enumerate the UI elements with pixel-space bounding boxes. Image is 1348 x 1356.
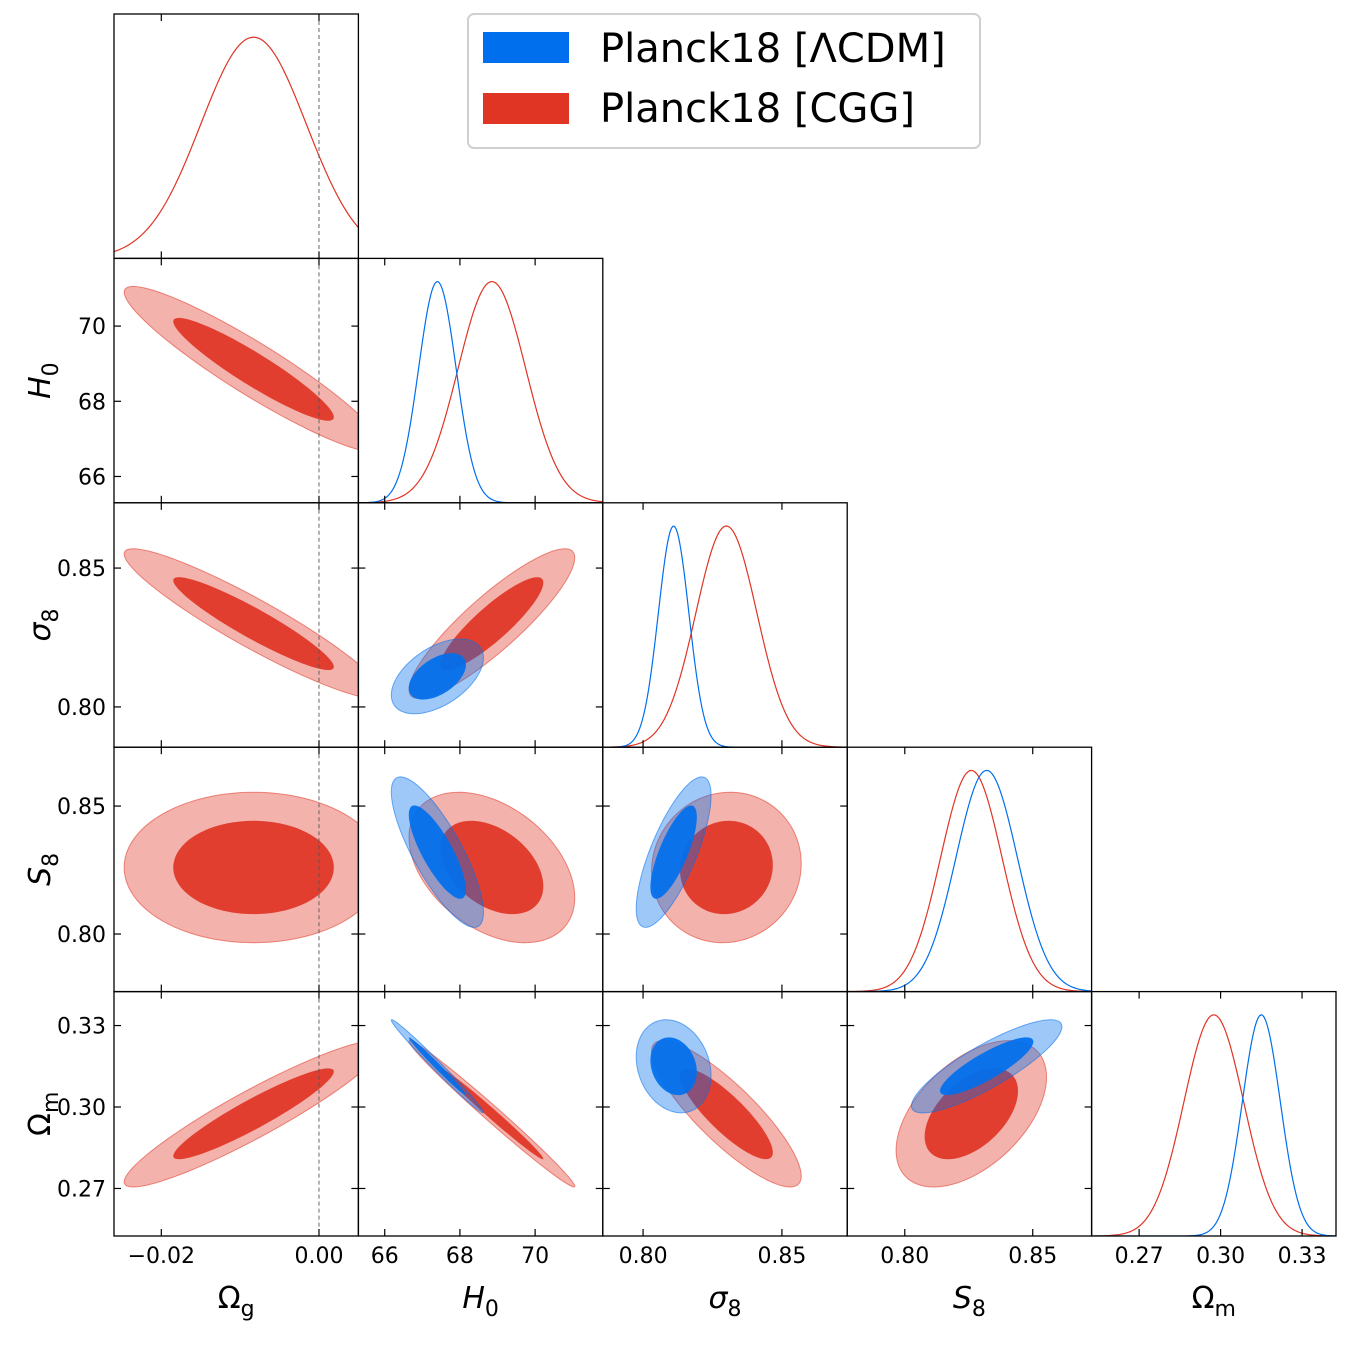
contour-68-cgg-h0-og	[173, 317, 334, 421]
panel-frame	[357, 257, 604, 504]
marginal-curve-S8-cgg	[847, 769, 1092, 992]
contour-68-lcdm-om-h0	[408, 1037, 466, 1096]
y-tick-label-h0: 68	[78, 390, 106, 415]
marginal-curve-s8-lcdm	[602, 525, 848, 748]
panel-og-og	[113, 13, 360, 260]
y-tick-label-S8: 0.80	[57, 923, 106, 948]
x-tick-label-s8: 0.80	[619, 1244, 668, 1269]
x-tick-label-S8: 0.80	[880, 1244, 929, 1269]
y-tick-label-om: 0.30	[57, 1096, 106, 1121]
marginal-curve-og-cgg	[114, 36, 359, 253]
legend: Planck18 [ΛCDM] Planck18 [CGG]	[467, 13, 981, 149]
x-axis-label-s8: σ8	[708, 1281, 741, 1322]
marginal-curve-S8-lcdm	[847, 769, 1092, 992]
panel-S8-og: 0.80 0.85	[57, 746, 360, 993]
contour-68-cgg-s8-h0	[440, 577, 544, 671]
contour-68-cgg-S8-h0	[440, 820, 544, 915]
legend-label-lcdm: Planck18 [ΛCDM]	[600, 26, 946, 72]
y-tick-label-s8: 0.80	[57, 696, 106, 721]
marginal-curve-h0-cgg	[358, 281, 603, 503]
contour-68-lcdm-om-S8	[940, 1037, 1034, 1096]
x-axis-label-h0: H0	[462, 1281, 499, 1322]
contour-68-lcdm-s8-h0	[408, 653, 466, 700]
y-axis-label-s8: σ8	[23, 608, 64, 641]
panel-s8-og: 0.80 0.85	[57, 502, 360, 748]
x-tick-label-om: 0.33	[1278, 1244, 1327, 1269]
x-tick-label-h0: 66	[371, 1244, 399, 1269]
contour-68-cgg-om-h0	[440, 1068, 544, 1160]
marginal-curve-h0-lcdm	[358, 281, 603, 503]
y-tick-label-h0: 70	[78, 315, 106, 340]
contour-68-lcdm-S8-h0	[408, 805, 466, 899]
x-tick-label-h0: 68	[446, 1244, 474, 1269]
contour-68-lcdm-S8-s8	[650, 805, 697, 899]
panel-s8-s8	[602, 502, 848, 748]
panel-S8-s8	[602, 746, 848, 993]
panel-frame	[846, 746, 1093, 993]
legend-swatch-cgg	[483, 93, 569, 124]
panel-frame	[1090, 990, 1337, 1237]
marginal-curve-om-cgg	[1091, 1014, 1336, 1236]
panel-frame	[113, 13, 360, 260]
contour-68-cgg-om-og	[173, 1068, 334, 1160]
marginal-curve-s8-cgg	[602, 525, 848, 748]
panel-om-og: −0.02 0.00 0.27 0.30 0.33	[57, 990, 360, 1269]
x-axis-label-om: Ωm	[1192, 1281, 1236, 1322]
panel-om-h0: 66 68 70	[357, 990, 604, 1269]
contour-68-lcdm-om-s8	[650, 1037, 697, 1096]
legend-swatch-lcdm	[483, 32, 569, 63]
y-axis-label-h0: H0	[23, 362, 64, 399]
contour-68-cgg-om-s8	[679, 1068, 773, 1160]
contour-68-cgg-S8-s8	[679, 820, 773, 915]
contour-68-cgg-S8-og	[173, 820, 334, 915]
panel-S8-S8	[846, 746, 1093, 993]
x-tick-label-h0: 70	[521, 1244, 549, 1269]
panel-h0-og: 66 68 70	[78, 257, 360, 504]
panel-om-s8: 0.80 0.85	[602, 990, 848, 1269]
y-tick-label-S8: 0.85	[57, 795, 106, 820]
x-tick-label-og: 0.00	[294, 1244, 343, 1269]
panel-om-om: 0.27 0.30 0.33	[1090, 990, 1337, 1269]
y-tick-label-om: 0.33	[57, 1015, 106, 1040]
panel-S8-h0	[357, 746, 604, 993]
marginal-curve-om-lcdm	[1091, 1014, 1336, 1236]
x-tick-label-og: −0.02	[128, 1244, 195, 1269]
x-tick-label-S8: 0.85	[1008, 1244, 1057, 1269]
y-tick-label-om: 0.27	[57, 1177, 106, 1202]
legend-frame	[467, 13, 981, 149]
y-axis-label-om: Ωm	[23, 1092, 64, 1136]
panel-frame	[602, 502, 848, 748]
y-axis-label-S8: S8	[23, 853, 64, 886]
x-axis-label-S8: S8	[953, 1281, 986, 1322]
x-tick-label-s8: 0.85	[757, 1244, 806, 1269]
x-axis-label-og: Ωg	[218, 1281, 255, 1322]
y-tick-label-h0: 66	[78, 465, 106, 490]
panel-s8-h0	[357, 502, 604, 748]
x-tick-label-om: 0.27	[1115, 1244, 1164, 1269]
legend-label-cgg: Planck18 [CGG]	[600, 86, 915, 132]
x-tick-label-om: 0.30	[1196, 1244, 1245, 1269]
panel-om-S8: 0.80 0.85	[846, 990, 1093, 1269]
y-tick-label-s8: 0.85	[57, 557, 106, 582]
panel-h0-h0	[357, 257, 604, 504]
contour-68-cgg-s8-og	[173, 577, 334, 671]
